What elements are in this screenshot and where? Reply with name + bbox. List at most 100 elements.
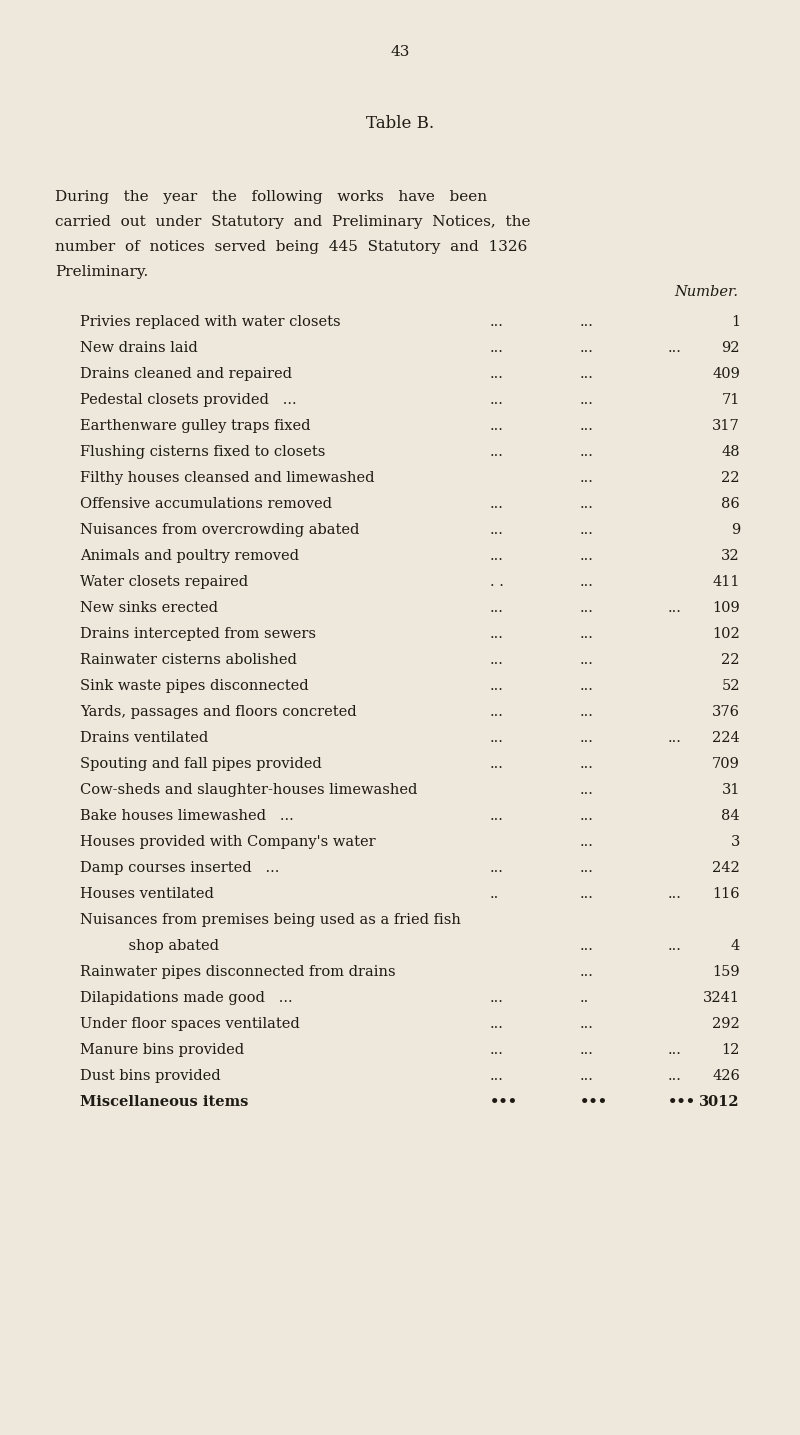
Text: Table B.: Table B. <box>366 115 434 132</box>
Text: 3012: 3012 <box>699 1095 740 1109</box>
Text: ...: ... <box>490 522 504 537</box>
Text: 32: 32 <box>722 550 740 563</box>
Text: ...: ... <box>668 887 682 901</box>
Text: ...: ... <box>580 419 594 433</box>
Text: Nuisances from overcrowding abated: Nuisances from overcrowding abated <box>80 522 359 537</box>
Text: New drains laid: New drains laid <box>80 342 198 354</box>
Text: 92: 92 <box>722 342 740 354</box>
Text: ...: ... <box>580 809 594 824</box>
Text: 12: 12 <box>722 1043 740 1058</box>
Text: ...: ... <box>668 342 682 354</box>
Text: 224: 224 <box>712 730 740 745</box>
Text: shop abated: shop abated <box>110 938 219 953</box>
Text: Flushing cisterns fixed to closets: Flushing cisterns fixed to closets <box>80 445 326 459</box>
Text: ...: ... <box>490 627 504 641</box>
Text: ...: ... <box>580 550 594 563</box>
Text: 22: 22 <box>722 471 740 485</box>
Text: •••: ••• <box>490 1095 518 1109</box>
Text: ...: ... <box>490 601 504 616</box>
Text: 109: 109 <box>712 601 740 616</box>
Text: Drains intercepted from sewers: Drains intercepted from sewers <box>80 627 316 641</box>
Text: ...: ... <box>668 1069 682 1083</box>
Text: 411: 411 <box>713 575 740 588</box>
Text: Preliminary.: Preliminary. <box>55 265 148 278</box>
Text: 31: 31 <box>722 784 740 796</box>
Text: 48: 48 <box>722 445 740 459</box>
Text: ...: ... <box>490 367 504 382</box>
Text: ...: ... <box>668 601 682 616</box>
Text: Drains ventilated: Drains ventilated <box>80 730 208 745</box>
Text: 242: 242 <box>712 861 740 875</box>
Text: ...: ... <box>490 1069 504 1083</box>
Text: Filthy houses cleansed and limewashed: Filthy houses cleansed and limewashed <box>80 471 374 485</box>
Text: Houses provided with Company's water: Houses provided with Company's water <box>80 835 376 850</box>
Text: Nuisances from premises being used as a fried fish: Nuisances from premises being used as a … <box>80 913 461 927</box>
Text: •••: ••• <box>580 1095 608 1109</box>
Text: ...: ... <box>580 1069 594 1083</box>
Text: 317: 317 <box>712 419 740 433</box>
Text: 71: 71 <box>722 393 740 408</box>
Text: ...: ... <box>490 342 504 354</box>
Text: ...: ... <box>580 601 594 616</box>
Text: 376: 376 <box>712 705 740 719</box>
Text: 116: 116 <box>712 887 740 901</box>
Text: ...: ... <box>490 550 504 563</box>
Text: 102: 102 <box>712 627 740 641</box>
Text: ...: ... <box>490 419 504 433</box>
Text: ...: ... <box>580 342 594 354</box>
Text: ...: ... <box>580 730 594 745</box>
Text: Miscellaneous items: Miscellaneous items <box>80 1095 248 1109</box>
Text: Dilapidations made good   ...: Dilapidations made good ... <box>80 992 293 1004</box>
Text: ...: ... <box>580 964 594 979</box>
Text: ...: ... <box>490 1043 504 1058</box>
Text: ...: ... <box>580 445 594 459</box>
Text: During   the   year   the   following   works   have   been: During the year the following works have… <box>55 189 487 204</box>
Text: ...: ... <box>580 758 594 771</box>
Text: ...: ... <box>580 784 594 796</box>
Text: ...: ... <box>580 575 594 588</box>
Text: carried  out  under  Statutory  and  Preliminary  Notices,  the: carried out under Statutory and Prelimin… <box>55 215 530 230</box>
Text: ...: ... <box>668 1043 682 1058</box>
Text: 52: 52 <box>722 679 740 693</box>
Text: ...: ... <box>580 887 594 901</box>
Text: ...: ... <box>490 653 504 667</box>
Text: ...: ... <box>490 809 504 824</box>
Text: 43: 43 <box>390 44 410 59</box>
Text: Drains cleaned and repaired: Drains cleaned and repaired <box>80 367 292 382</box>
Text: ...: ... <box>668 730 682 745</box>
Text: 3: 3 <box>730 835 740 850</box>
Text: ...: ... <box>580 393 594 408</box>
Text: 84: 84 <box>722 809 740 824</box>
Text: Number.: Number. <box>674 286 738 298</box>
Text: New sinks erected: New sinks erected <box>80 601 218 616</box>
Text: 409: 409 <box>712 367 740 382</box>
Text: 1: 1 <box>731 316 740 329</box>
Text: ...: ... <box>580 679 594 693</box>
Text: 292: 292 <box>712 1017 740 1030</box>
Text: Bake houses limewashed   ...: Bake houses limewashed ... <box>80 809 294 824</box>
Text: Dust bins provided: Dust bins provided <box>80 1069 221 1083</box>
Text: ...: ... <box>490 445 504 459</box>
Text: ...: ... <box>490 861 504 875</box>
Text: Cow-sheds and slaughter-houses limewashed: Cow-sheds and slaughter-houses limewashe… <box>80 784 418 796</box>
Text: ...: ... <box>490 730 504 745</box>
Text: ...: ... <box>580 1043 594 1058</box>
Text: ...: ... <box>490 316 504 329</box>
Text: Damp courses inserted   ...: Damp courses inserted ... <box>80 861 279 875</box>
Text: •••: ••• <box>668 1095 696 1109</box>
Text: ...: ... <box>580 471 594 485</box>
Text: ...: ... <box>580 705 594 719</box>
Text: ...: ... <box>668 938 682 953</box>
Text: Sink waste pipes disconnected: Sink waste pipes disconnected <box>80 679 309 693</box>
Text: ...: ... <box>580 938 594 953</box>
Text: ...: ... <box>580 861 594 875</box>
Text: Manure bins provided: Manure bins provided <box>80 1043 244 1058</box>
Text: ...: ... <box>490 1017 504 1030</box>
Text: Offensive accumulations removed: Offensive accumulations removed <box>80 497 332 511</box>
Text: Rainwater pipes disconnected from drains: Rainwater pipes disconnected from drains <box>80 964 396 979</box>
Text: 22: 22 <box>722 653 740 667</box>
Text: ...: ... <box>580 1017 594 1030</box>
Text: Houses ventilated: Houses ventilated <box>80 887 214 901</box>
Text: Pedestal closets provided   ...: Pedestal closets provided ... <box>80 393 297 408</box>
Text: Yards, passages and floors concreted: Yards, passages and floors concreted <box>80 705 357 719</box>
